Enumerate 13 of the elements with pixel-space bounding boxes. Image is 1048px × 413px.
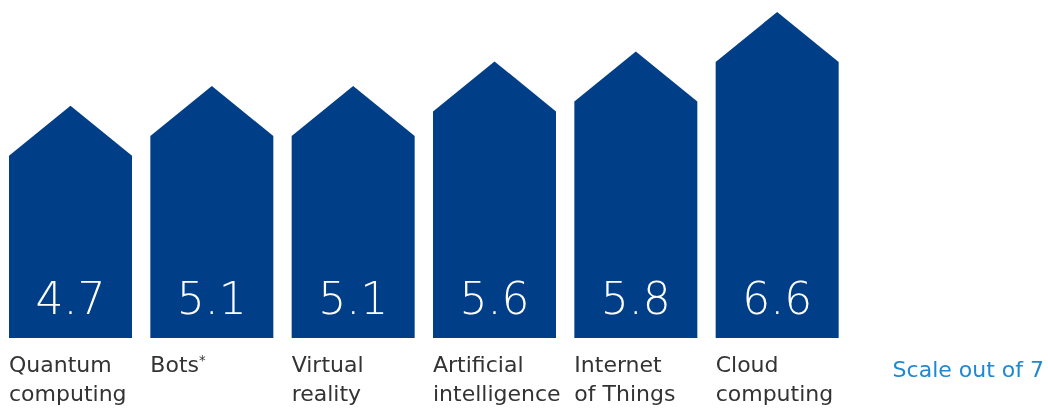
data-label: 5.6 [459,273,530,324]
x-tick-label: Virtual reality [291,352,364,406]
x-tick-label: Bots$^{*}$ [150,352,206,377]
text: Scale out of 7 [892,357,1044,382]
data-label: 5.1 [176,273,247,324]
data-label: 6.6 [742,273,813,324]
data-label: 5.1 [318,273,389,324]
x-tick-label: Internet of Things [574,352,676,406]
data-label: 5.8 [600,273,671,324]
data-label: 4.7 [35,273,106,324]
x-tick-label: Quantum computing [9,352,127,406]
x-tick-label: Artificial intelligence [433,352,561,406]
x-tick-label: Cloud computing [715,352,834,406]
